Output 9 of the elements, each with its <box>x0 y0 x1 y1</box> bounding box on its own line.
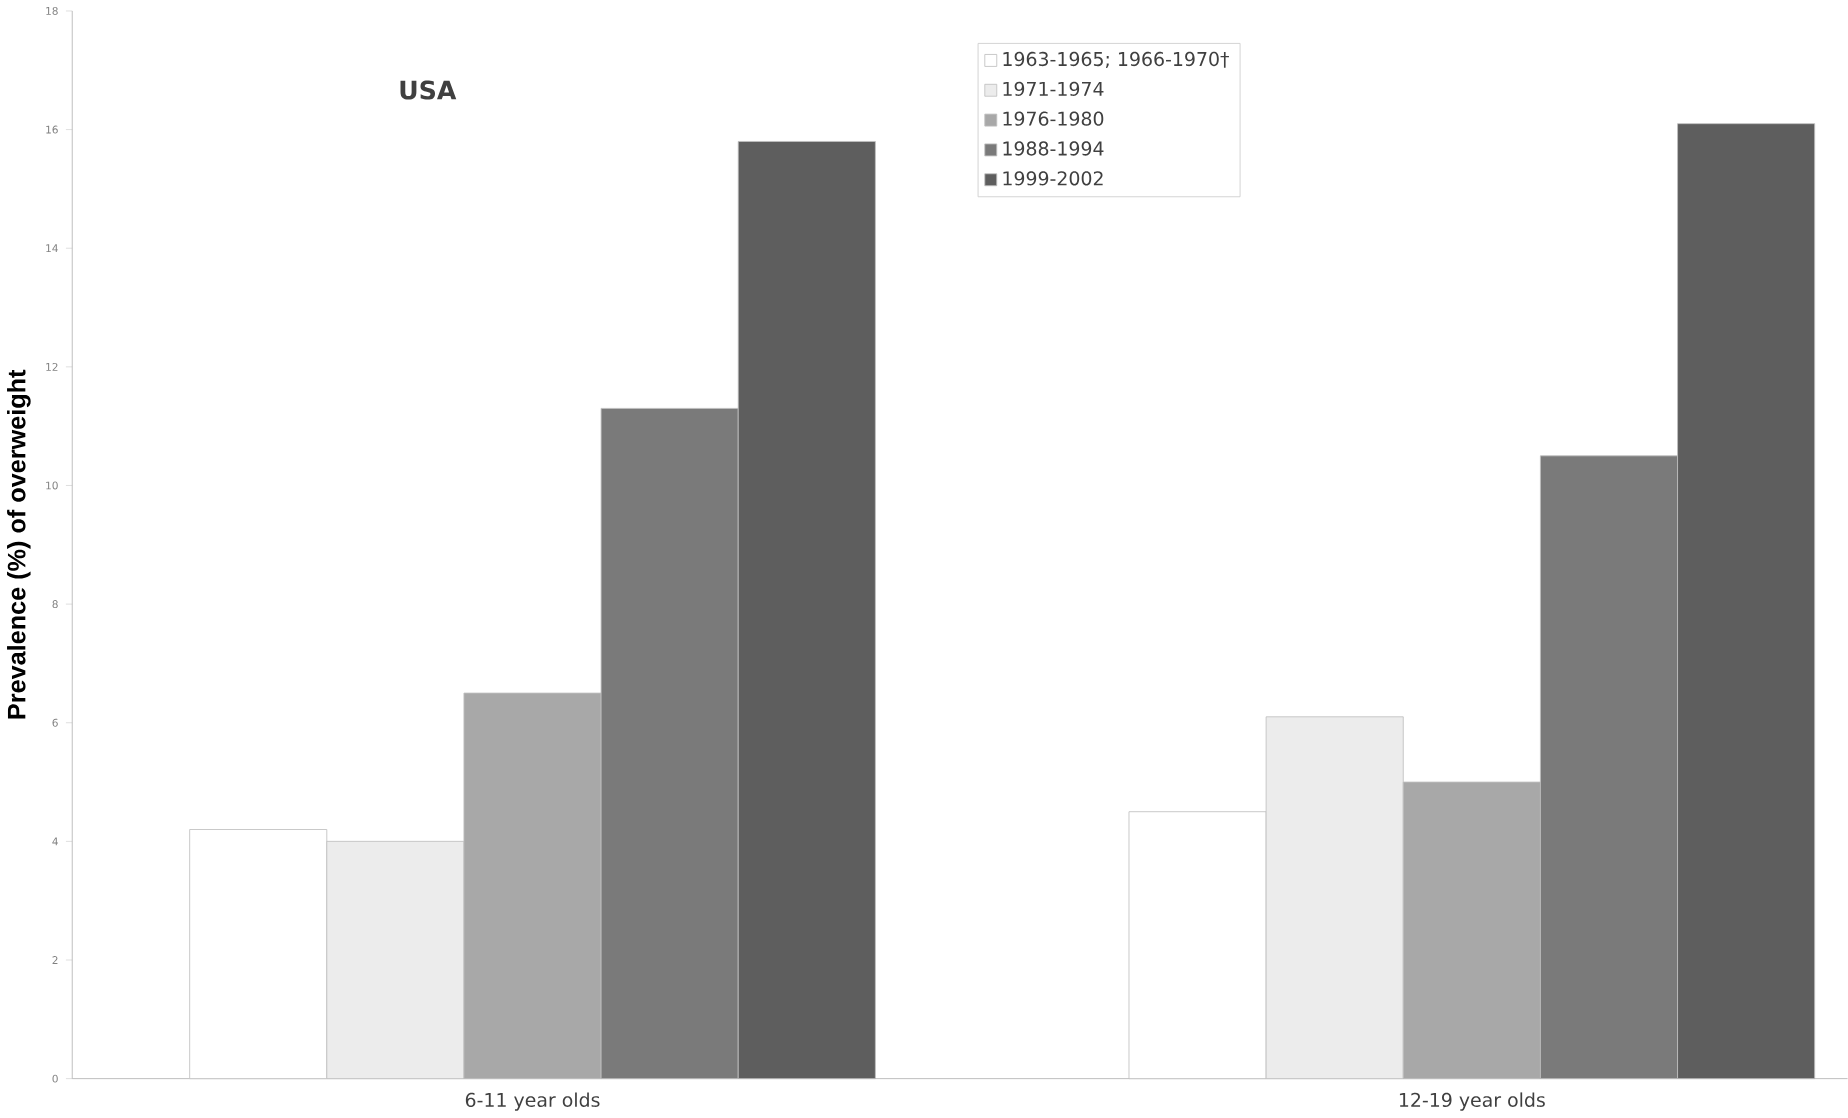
legend-label: 1988-1994 <box>1003 141 1104 156</box>
x-tick-label: 12-19 year olds <box>1399 1092 1545 1111</box>
x-tick-label: 6-11 year olds <box>465 1092 600 1111</box>
legend-label: 1999-2002 <box>1003 171 1103 186</box>
legend-label: 1976-1980 <box>1003 111 1104 126</box>
legend-label: 1971-1974 <box>1003 81 1104 97</box>
text: USA <box>400 80 457 100</box>
y-axis-title: Prevalence (%) of overweight <box>7 369 31 719</box>
legend-label: 1963-1965; 1966-1970† <box>1003 51 1229 69</box>
